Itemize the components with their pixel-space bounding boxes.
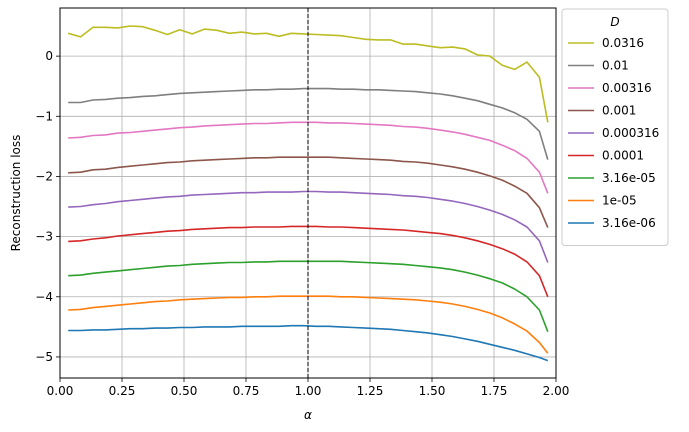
x-axis-ticks: 0.00 0.25 0.50 0.75 1.00 1.25 1.50 1.75 2.00	[47, 378, 570, 398]
legend-label: 1e-05	[602, 194, 637, 208]
series-line-0.0001	[68, 225, 549, 298]
legend-label: 0.00316	[602, 81, 652, 95]
legend: D 0.0316 0.01 0.00316 0.001 0.000316 0.0001 3.…	[561, 8, 669, 246]
x-tick-label: 1.25	[357, 384, 384, 398]
legend-title: D	[610, 15, 619, 29]
legend-label: 0.000316	[602, 126, 659, 140]
y-axis-label: Reconstruction loss	[9, 135, 23, 252]
y-tick-label: −4	[35, 290, 53, 304]
x-tick-label: 1.50	[419, 384, 446, 398]
x-tick-label: 2.00	[543, 384, 570, 398]
y-axis-ticks: 0 −1 −2 −3 −4 −5	[35, 49, 60, 364]
legend-label: 3.16e-06	[602, 216, 656, 230]
x-tick-label: 0.50	[171, 384, 198, 398]
series-line-0.000316	[68, 190, 549, 263]
legend-box	[561, 8, 669, 246]
legend-label: 0.01	[602, 59, 629, 73]
series-line-0.0316	[67, 25, 549, 123]
x-tick-label: 0.00	[47, 384, 74, 398]
legend-label: 0.0316	[602, 36, 644, 50]
legend-entries: 0.0316 0.01 0.00316 0.001 0.000316 0.0001 3.16…	[568, 36, 659, 230]
x-tick-label: 1.75	[481, 384, 508, 398]
x-tick-label: 0.25	[109, 384, 136, 398]
x-tick-label: 1.00	[295, 384, 322, 398]
series-lines	[67, 25, 549, 362]
series-line-3.16e-05	[68, 260, 549, 332]
y-tick-label: −3	[35, 230, 53, 244]
x-tick-label: 0.75	[233, 384, 260, 398]
legend-label: 0.0001	[602, 149, 644, 163]
x-axis-label: α	[304, 408, 312, 422]
y-tick-label: −5	[35, 350, 53, 364]
series-line-0.01	[68, 87, 549, 160]
series-line-1e-05	[68, 295, 549, 354]
y-tick-label: 0	[45, 49, 53, 63]
y-tick-label: −2	[35, 169, 53, 183]
y-tick-label: −1	[35, 109, 53, 123]
legend-label: 0.001	[602, 104, 636, 118]
series-line-0.00316	[68, 121, 549, 194]
series-line-3.16e-06	[68, 324, 549, 362]
series-line-0.001	[68, 156, 549, 228]
legend-label: 3.16e-05	[602, 171, 656, 185]
